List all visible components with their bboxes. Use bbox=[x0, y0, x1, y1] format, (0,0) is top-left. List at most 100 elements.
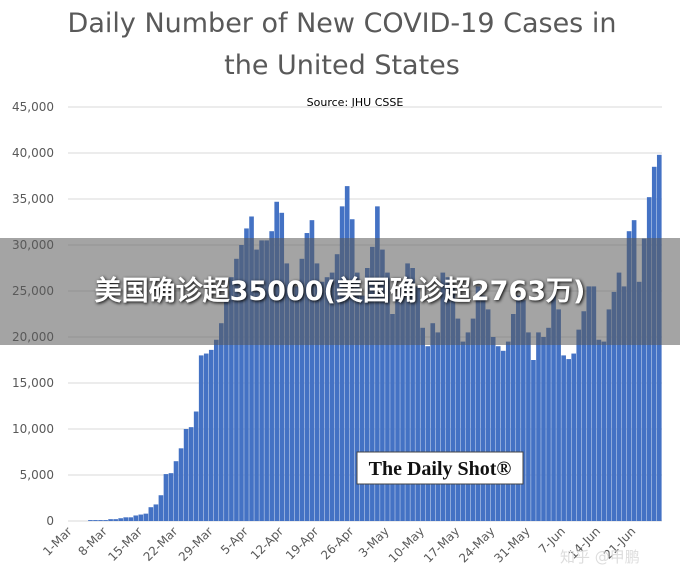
bar bbox=[158, 495, 164, 521]
bar bbox=[460, 341, 466, 521]
logo-box bbox=[356, 451, 524, 485]
y-tick-label: 35,000 bbox=[12, 192, 54, 206]
bar bbox=[631, 220, 637, 521]
bar bbox=[249, 216, 254, 522]
chart-subtitle: Source: JHU CSSE bbox=[307, 96, 404, 109]
bar bbox=[450, 286, 456, 521]
bar bbox=[108, 519, 113, 521]
x-tick-label: 24-May bbox=[456, 524, 497, 565]
bar bbox=[505, 341, 511, 521]
bar bbox=[359, 295, 365, 521]
x-tick-label: 31-May bbox=[491, 524, 532, 565]
bar bbox=[435, 332, 441, 521]
x-tick-label: 10-May bbox=[386, 524, 427, 565]
y-tick-label: 0 bbox=[46, 514, 54, 528]
bar bbox=[354, 272, 360, 521]
bar bbox=[420, 327, 426, 521]
bar bbox=[269, 231, 274, 521]
bar bbox=[485, 309, 491, 521]
bar bbox=[606, 309, 612, 521]
bar bbox=[113, 519, 118, 521]
bar bbox=[480, 295, 486, 521]
bar bbox=[88, 520, 93, 521]
bar bbox=[93, 520, 98, 521]
bar bbox=[279, 212, 285, 522]
bar bbox=[375, 206, 380, 522]
bar bbox=[178, 448, 184, 521]
bar bbox=[526, 332, 531, 521]
y-tick-label: 15,000 bbox=[12, 376, 54, 390]
bar bbox=[299, 258, 305, 521]
bar bbox=[536, 332, 541, 521]
x-tick-label: 15-Mar bbox=[105, 524, 145, 564]
bar bbox=[103, 520, 108, 521]
bar bbox=[274, 201, 280, 521]
bar bbox=[596, 339, 602, 521]
logo: The Daily Shot® bbox=[369, 458, 512, 480]
bar bbox=[188, 427, 194, 521]
bar bbox=[561, 355, 566, 521]
bar bbox=[591, 286, 597, 521]
bar bbox=[143, 513, 149, 521]
x-tick-label: 29-Mar bbox=[176, 524, 216, 564]
bar bbox=[395, 295, 400, 521]
x-tick-label: 12-Apr bbox=[248, 524, 286, 562]
bar bbox=[203, 353, 209, 521]
watermark: 知乎 @甲鹏 bbox=[560, 548, 640, 566]
bar bbox=[646, 197, 652, 521]
bar bbox=[148, 507, 154, 521]
bar bbox=[219, 323, 224, 521]
bar bbox=[163, 474, 169, 521]
bar bbox=[123, 517, 129, 521]
bar bbox=[490, 337, 496, 521]
bar bbox=[566, 359, 571, 521]
bar bbox=[294, 286, 300, 521]
bar bbox=[173, 461, 179, 521]
bar bbox=[349, 219, 355, 522]
bar bbox=[475, 286, 481, 521]
bar bbox=[324, 277, 330, 521]
bar bbox=[571, 353, 577, 521]
bar bbox=[455, 318, 461, 521]
bar bbox=[380, 249, 385, 521]
bar bbox=[254, 249, 259, 521]
bar bbox=[224, 300, 229, 521]
bar bbox=[546, 327, 551, 521]
bar bbox=[259, 240, 264, 521]
bar bbox=[213, 339, 219, 521]
x-tick-label: 5-Apr bbox=[218, 524, 251, 557]
bar bbox=[390, 314, 395, 521]
bar bbox=[183, 429, 189, 521]
bar bbox=[339, 206, 345, 522]
x-tick-label: 19-Apr bbox=[283, 524, 321, 562]
x-tick-label: 26-Apr bbox=[318, 524, 356, 562]
bar bbox=[465, 332, 471, 521]
bar bbox=[581, 311, 587, 521]
bar bbox=[239, 245, 244, 521]
banner: 美国确诊超35000(美国确诊超2763万) bbox=[0, 238, 680, 345]
bar bbox=[118, 518, 123, 521]
bar bbox=[138, 514, 144, 521]
x-tick-label: 22-Mar bbox=[141, 524, 181, 564]
bar bbox=[500, 350, 506, 521]
bar bbox=[370, 246, 375, 521]
bar bbox=[586, 286, 592, 521]
bar bbox=[601, 341, 607, 521]
bar bbox=[133, 515, 139, 521]
bar bbox=[244, 228, 249, 521]
bar bbox=[198, 355, 204, 521]
bar bbox=[551, 295, 556, 521]
bar bbox=[289, 281, 295, 521]
bar bbox=[314, 263, 320, 521]
bar bbox=[636, 281, 642, 521]
bar bbox=[405, 263, 410, 521]
bar bbox=[521, 300, 526, 521]
y-tick-label: 45,000 bbox=[12, 100, 54, 114]
x-tick-label: 17-May bbox=[421, 524, 462, 565]
bar bbox=[510, 314, 516, 521]
bar bbox=[626, 231, 632, 521]
bar bbox=[495, 346, 501, 521]
y-tick-label: 40,000 bbox=[12, 146, 54, 160]
bar bbox=[309, 220, 315, 521]
